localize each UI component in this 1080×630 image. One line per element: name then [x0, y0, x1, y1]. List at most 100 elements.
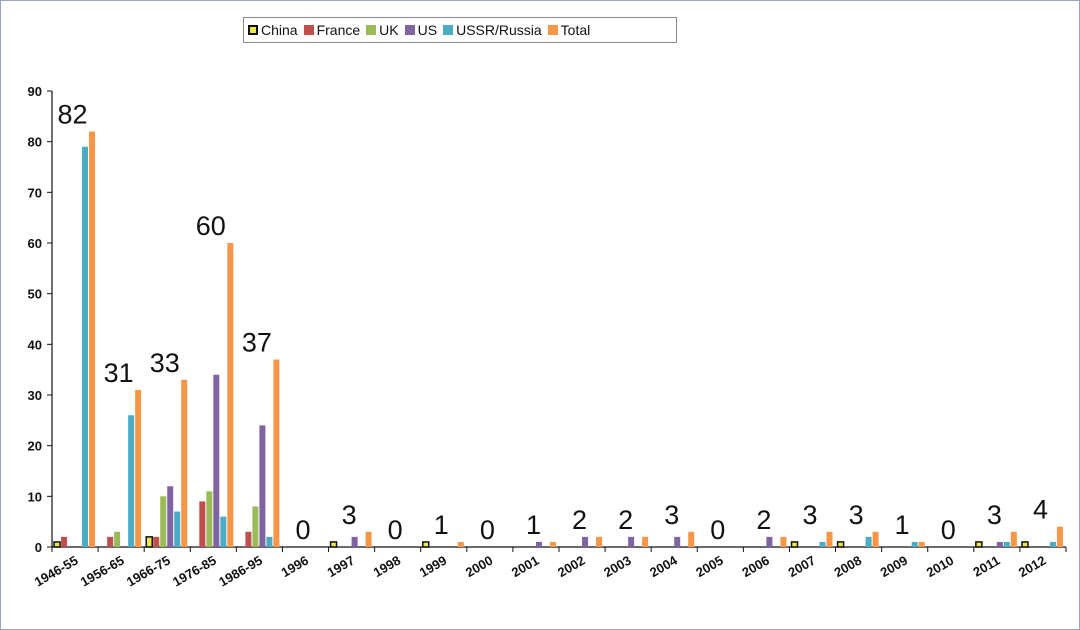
- bar-ussr-russia: [911, 541, 918, 547]
- x-tick-label: 2003: [601, 553, 634, 580]
- bar-us: [351, 536, 358, 547]
- total-data-label: 82: [58, 100, 88, 130]
- y-tick-label: 90: [28, 84, 42, 99]
- legend-item-china: China: [248, 22, 298, 38]
- bar-total: [1056, 526, 1063, 547]
- total-data-label: 4: [1033, 495, 1048, 525]
- legend-item-ussr-russia: USSR/Russia: [443, 22, 542, 38]
- legend-item-total: Total: [547, 22, 590, 38]
- total-data-label: 0: [710, 515, 725, 545]
- total-data-label: 3: [849, 500, 864, 530]
- legend-label: US: [417, 22, 438, 38]
- legend-label: China: [261, 22, 298, 38]
- x-tick-label: 1946-55: [32, 553, 81, 590]
- legend-item-france: France: [303, 22, 360, 38]
- total-data-label: 1: [895, 510, 910, 540]
- total-data-label: 3: [802, 500, 817, 530]
- bar-uk: [160, 496, 167, 547]
- y-tick-label: 40: [28, 337, 42, 352]
- bar-us: [766, 536, 773, 547]
- total-data-label: 1: [434, 510, 449, 540]
- bar-ussr-russia: [128, 415, 135, 547]
- bar-ussr-russia: [174, 511, 181, 547]
- bar-total: [688, 531, 695, 547]
- bar-china: [836, 541, 845, 548]
- y-tick-label: 30: [28, 388, 42, 403]
- bar-total: [780, 536, 787, 547]
- bar-china: [329, 541, 338, 548]
- x-tick-label: 1998: [371, 553, 404, 580]
- legend-item-us: US: [404, 22, 438, 38]
- legend-swatch: [248, 25, 258, 35]
- y-tick-label: 20: [28, 439, 42, 454]
- y-tick-label: 10: [28, 489, 42, 504]
- legend-swatch: [404, 25, 415, 35]
- bar-us: [213, 374, 220, 547]
- bar-ussr-russia: [865, 536, 872, 547]
- legend-label: UK: [379, 22, 399, 38]
- total-data-label: 60: [196, 211, 226, 241]
- total-data-label: 0: [941, 515, 956, 545]
- bar-france: [153, 536, 160, 547]
- x-tick-label: 2004: [647, 552, 680, 580]
- total-data-label: 3: [987, 500, 1002, 530]
- bar-ussr-russia: [266, 536, 273, 547]
- bar-total: [918, 541, 925, 547]
- bar-total: [596, 536, 603, 547]
- legend-label: USSR/Russia: [456, 22, 542, 38]
- x-tick-label: 2001: [509, 553, 542, 580]
- x-tick-label: 1986-95: [216, 553, 265, 590]
- x-tick-label: 1996: [278, 553, 311, 580]
- bar-uk: [206, 491, 213, 547]
- bar-france: [61, 536, 68, 547]
- y-tick-label: 80: [28, 135, 42, 150]
- total-data-label: 0: [295, 515, 310, 545]
- bar-us: [167, 486, 174, 547]
- legend-swatch: [303, 25, 314, 35]
- bar-total: [872, 531, 879, 547]
- bar-china: [145, 536, 153, 548]
- bar-china: [975, 541, 983, 548]
- total-data-label: 0: [388, 515, 403, 545]
- x-tick-label: 1999: [417, 553, 450, 580]
- bar-uk: [114, 531, 121, 547]
- total-data-label: 2: [572, 505, 587, 535]
- bar-uk: [252, 506, 259, 547]
- bar-france: [107, 536, 114, 547]
- bar-ussr-russia: [819, 541, 826, 547]
- bar-total: [135, 389, 142, 547]
- bar-china: [53, 541, 61, 548]
- legend-swatch: [366, 25, 377, 35]
- x-tick-label: 2006: [739, 553, 772, 580]
- total-data-label: 0: [480, 515, 495, 545]
- total-data-label: 3: [342, 500, 357, 530]
- bar-china: [790, 541, 799, 548]
- x-tick-label: 2012: [1016, 553, 1049, 580]
- bar-total: [273, 359, 280, 547]
- total-data-label: 2: [618, 505, 633, 535]
- bar-france: [199, 501, 206, 547]
- total-data-label: 31: [104, 358, 134, 388]
- bar-us: [259, 425, 266, 547]
- total-data-label: 33: [150, 348, 180, 378]
- bar-us: [535, 541, 542, 547]
- x-tick-label: 2009: [878, 553, 911, 580]
- bar-us: [674, 536, 681, 547]
- y-tick-label: 60: [28, 236, 42, 251]
- total-data-label: 37: [242, 328, 272, 358]
- x-tick-label: 1956-65: [78, 553, 127, 590]
- legend-swatch: [443, 25, 454, 35]
- x-tick-label: 2002: [555, 553, 588, 580]
- legend-swatch: [547, 25, 558, 35]
- bar-us: [582, 536, 589, 547]
- bar-france: [245, 531, 252, 547]
- x-tick-label: 2007: [785, 553, 818, 580]
- x-tick-label: 2010: [924, 553, 957, 580]
- bar-total: [89, 131, 96, 548]
- total-data-label: 2: [756, 505, 771, 535]
- y-tick-label: 50: [28, 287, 42, 302]
- bar-ussr-russia: [1003, 541, 1010, 547]
- bar-ussr-russia: [1049, 541, 1056, 547]
- x-tick-label: 1966-75: [124, 553, 173, 590]
